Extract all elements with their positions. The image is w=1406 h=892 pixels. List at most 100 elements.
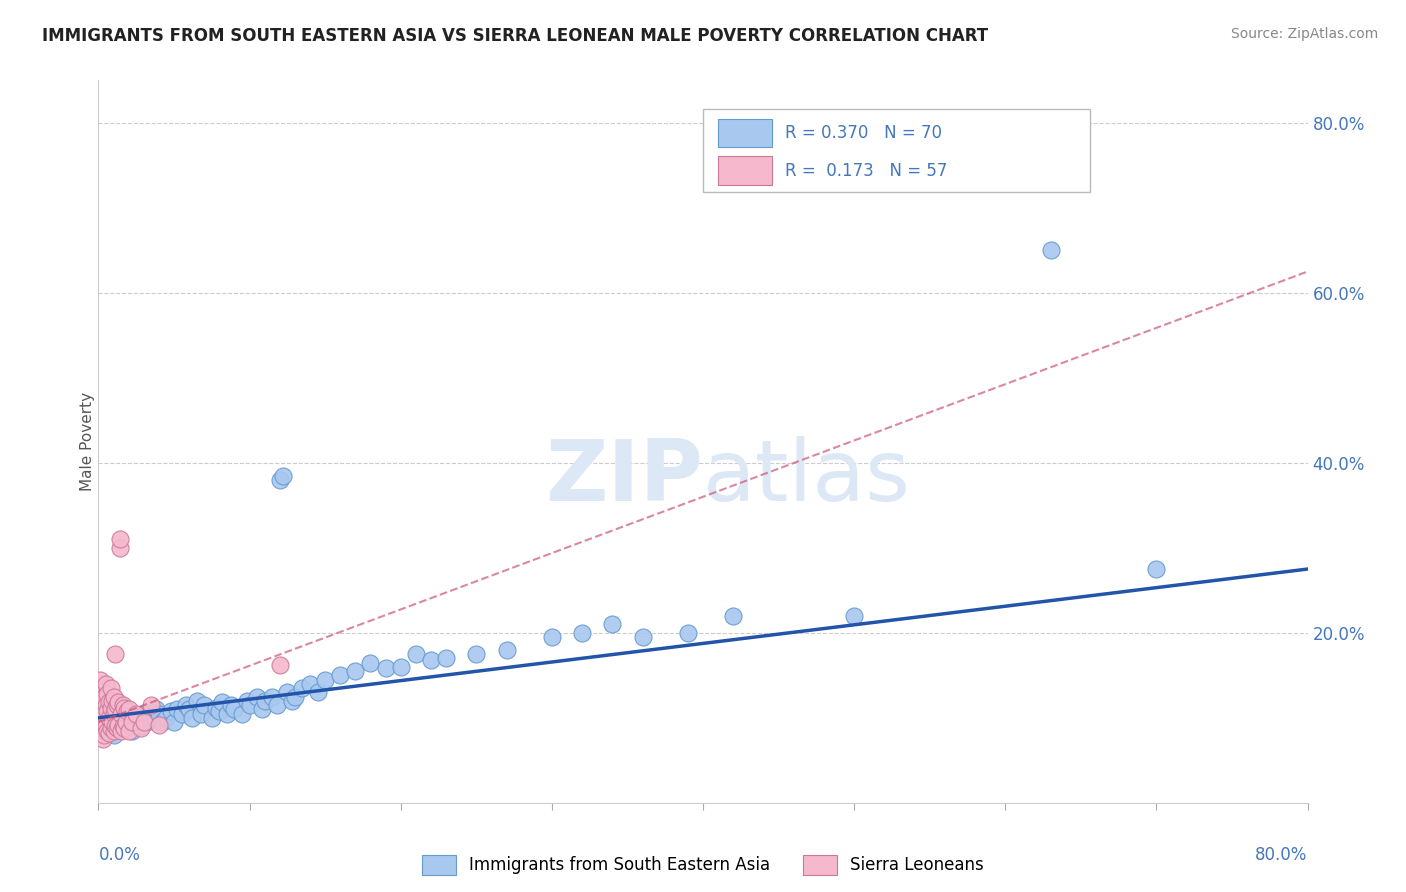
- Point: [239, 698, 262, 712]
- Point: [160, 704, 183, 718]
- Point: [405, 647, 427, 661]
- Point: [112, 721, 135, 735]
- Point: [163, 714, 186, 729]
- Point: [271, 468, 294, 483]
- Point: [91, 732, 114, 747]
- Text: R = 0.370   N = 70: R = 0.370 N = 70: [785, 124, 942, 142]
- Point: [166, 702, 188, 716]
- Point: [94, 723, 117, 738]
- Point: [118, 711, 141, 725]
- Y-axis label: Male Poverty: Male Poverty: [80, 392, 94, 491]
- Point: [135, 714, 157, 729]
- Point: [94, 677, 117, 691]
- Point: [108, 533, 131, 547]
- Point: [91, 719, 114, 733]
- Point: [284, 690, 307, 704]
- Point: [360, 656, 382, 670]
- Point: [90, 723, 112, 738]
- Bar: [717, 156, 772, 185]
- Point: [155, 711, 177, 725]
- Point: [179, 702, 201, 716]
- Point: [114, 717, 136, 731]
- Point: [420, 653, 443, 667]
- Point: [201, 711, 224, 725]
- Point: [93, 728, 115, 742]
- Point: [211, 696, 233, 710]
- Text: atlas: atlas: [703, 436, 911, 519]
- Point: [235, 694, 257, 708]
- Text: IMMIGRANTS FROM SOUTH EASTERN ASIA VS SIERRA LEONEAN MALE POVERTY CORRELATION CH: IMMIGRANTS FROM SOUTH EASTERN ASIA VS SI…: [42, 27, 988, 45]
- Point: [307, 685, 329, 699]
- Point: [111, 719, 134, 733]
- Point: [344, 664, 367, 678]
- Point: [90, 711, 112, 725]
- Point: [100, 681, 122, 695]
- Point: [100, 719, 122, 733]
- Point: [105, 721, 128, 735]
- Point: [89, 714, 111, 729]
- Point: [129, 721, 152, 735]
- Text: 80.0%: 80.0%: [1256, 847, 1308, 864]
- Point: [104, 647, 127, 661]
- Text: Source: ZipAtlas.com: Source: ZipAtlas.com: [1230, 27, 1378, 41]
- Point: [125, 706, 148, 721]
- Point: [111, 698, 134, 712]
- Point: [253, 694, 276, 708]
- Point: [110, 706, 132, 721]
- Point: [1144, 562, 1167, 576]
- Text: ZIP: ZIP: [546, 436, 703, 519]
- Point: [465, 647, 488, 661]
- Point: [193, 698, 215, 712]
- Point: [723, 608, 745, 623]
- Point: [314, 673, 336, 687]
- Point: [221, 698, 243, 712]
- Point: [374, 661, 396, 675]
- Point: [98, 711, 121, 725]
- Point: [141, 698, 163, 712]
- Point: [602, 617, 624, 632]
- Point: [121, 714, 143, 729]
- Point: [132, 714, 155, 729]
- Point: [110, 721, 132, 735]
- Legend: Immigrants from South Eastern Asia, Sierra Leoneans: Immigrants from South Eastern Asia, Sier…: [416, 848, 990, 881]
- Point: [571, 625, 593, 640]
- Point: [125, 714, 148, 729]
- Point: [90, 685, 112, 699]
- Point: [208, 704, 231, 718]
- Point: [148, 706, 170, 721]
- Point: [89, 702, 111, 716]
- Point: [246, 690, 269, 704]
- Point: [103, 723, 125, 738]
- Point: [170, 706, 193, 721]
- Point: [269, 473, 291, 487]
- Point: [87, 694, 110, 708]
- Point: [145, 702, 167, 716]
- Point: [100, 700, 122, 714]
- Point: [100, 721, 122, 735]
- Point: [262, 690, 284, 704]
- Point: [266, 698, 288, 712]
- Point: [132, 706, 155, 721]
- Point: [94, 719, 117, 733]
- Point: [96, 687, 118, 701]
- Point: [205, 700, 228, 714]
- Point: [105, 714, 128, 729]
- Point: [291, 681, 314, 695]
- Point: [112, 700, 135, 714]
- Point: [104, 719, 127, 733]
- Bar: [717, 119, 772, 147]
- Point: [101, 694, 124, 708]
- Point: [299, 677, 322, 691]
- Point: [141, 711, 163, 725]
- Point: [96, 704, 118, 718]
- Point: [129, 719, 152, 733]
- Point: [215, 706, 238, 721]
- Point: [329, 668, 352, 682]
- Point: [121, 723, 143, 738]
- Point: [190, 706, 212, 721]
- Point: [103, 728, 125, 742]
- Point: [104, 702, 127, 716]
- Point: [101, 714, 124, 729]
- Point: [94, 698, 117, 712]
- Point: [93, 690, 115, 704]
